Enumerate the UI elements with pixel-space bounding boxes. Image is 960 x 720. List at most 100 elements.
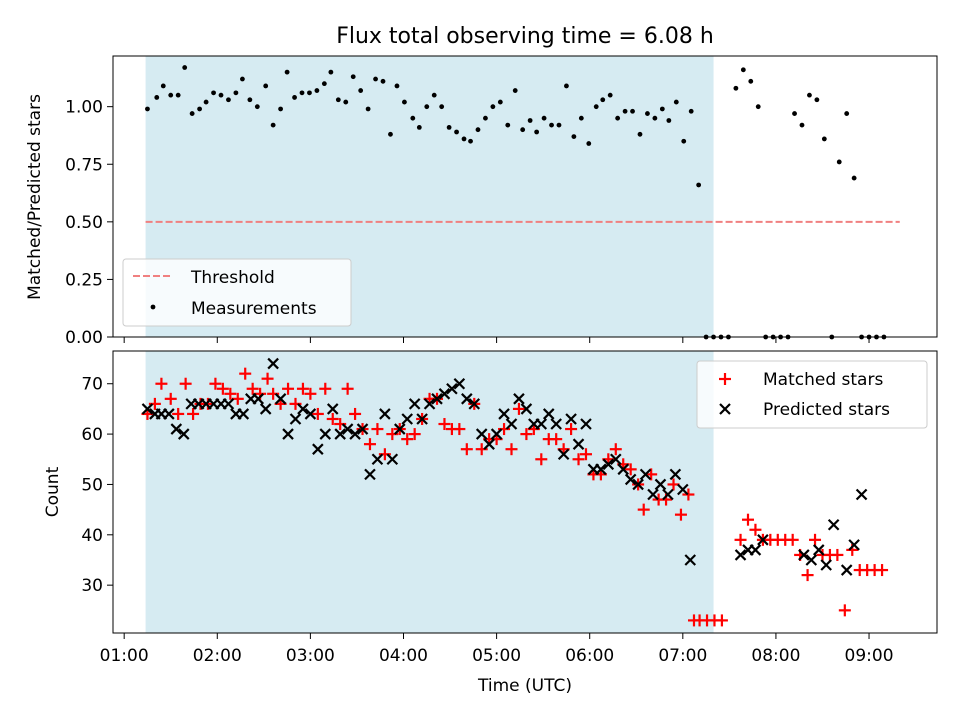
data-point xyxy=(289,397,302,410)
data-point xyxy=(483,438,495,450)
y-tick-label: 30 xyxy=(81,576,103,596)
data-point xyxy=(542,408,555,420)
data-point xyxy=(609,443,622,456)
data-point xyxy=(565,413,577,425)
data-point xyxy=(431,393,443,405)
data-point xyxy=(669,468,682,481)
data-point xyxy=(630,108,635,114)
data-point xyxy=(454,129,459,135)
data-point xyxy=(154,95,160,100)
data-point xyxy=(550,433,563,446)
data-point xyxy=(513,393,525,405)
data-point xyxy=(564,83,569,89)
data-point xyxy=(565,423,578,436)
data-point xyxy=(252,393,265,405)
data-point xyxy=(734,533,747,546)
data-point xyxy=(637,503,650,516)
data-point xyxy=(168,92,174,98)
x-tick-label: 05:00 xyxy=(472,646,521,666)
x-tick-label: 03:00 xyxy=(286,646,335,666)
data-point xyxy=(304,387,317,400)
data-point xyxy=(438,388,451,400)
data-point xyxy=(688,108,694,114)
data-point xyxy=(201,397,214,410)
data-point xyxy=(505,122,511,128)
data-point xyxy=(170,423,183,435)
data-point xyxy=(349,428,361,440)
data-point xyxy=(505,418,518,430)
data-point xyxy=(299,90,305,96)
data-point xyxy=(667,478,680,491)
data-point xyxy=(534,129,540,135)
data-point xyxy=(654,478,667,491)
data-point xyxy=(632,478,644,491)
data-point xyxy=(401,433,414,446)
data-point xyxy=(662,488,674,501)
data-point xyxy=(801,569,814,582)
data-point xyxy=(734,549,747,561)
data-point xyxy=(681,138,687,144)
data-point xyxy=(261,372,274,385)
y-tick-label: 0.25 xyxy=(65,270,103,290)
data-point xyxy=(461,393,473,405)
data-point xyxy=(475,127,481,133)
data-point xyxy=(172,407,185,420)
ratio-legend-box xyxy=(122,258,352,327)
data-point xyxy=(490,428,503,440)
data-point xyxy=(460,443,473,456)
data-point xyxy=(696,182,702,188)
data-point xyxy=(239,367,252,380)
data-point xyxy=(571,134,577,140)
data-point xyxy=(439,104,445,110)
data-point xyxy=(652,115,658,121)
data-point xyxy=(836,159,842,165)
data-point xyxy=(343,99,349,105)
data-point xyxy=(461,136,467,142)
ratio-panel: 0.00 0.25 0.50 0.75 1.00 Matched/Predicted s… xyxy=(25,55,938,348)
figure-title: Flux total observing time = 6.08 h xyxy=(336,24,714,49)
data-point xyxy=(520,127,526,133)
data-point xyxy=(831,548,844,561)
data-point xyxy=(296,382,309,395)
x-tick-label: 07:00 xyxy=(658,646,707,666)
data-point xyxy=(364,468,376,481)
data-point xyxy=(145,106,150,112)
data-point xyxy=(187,407,200,420)
data-point xyxy=(334,418,347,431)
data-point xyxy=(267,357,279,370)
data-point xyxy=(637,131,643,137)
data-point xyxy=(222,398,235,410)
data-point xyxy=(749,523,762,536)
data-point xyxy=(163,408,175,420)
data-point xyxy=(453,423,466,436)
data-point xyxy=(408,398,421,410)
data-point xyxy=(645,111,650,116)
data-point xyxy=(203,99,209,105)
data-point xyxy=(580,418,592,430)
data-point xyxy=(814,97,820,103)
data-point xyxy=(757,534,769,546)
data-point xyxy=(388,131,393,137)
data-point xyxy=(373,76,378,82)
data-point xyxy=(468,138,473,144)
data-point xyxy=(715,614,728,627)
data-point xyxy=(307,90,312,96)
x-tick-label: 09:00 xyxy=(845,646,894,666)
data-point xyxy=(475,428,488,440)
data-point xyxy=(335,97,341,103)
legend-predicted-label: Predicted stars xyxy=(763,400,890,420)
data-point xyxy=(535,453,548,466)
data-point xyxy=(805,554,818,566)
ratio-legend: Threshold Measurements xyxy=(122,258,352,327)
x-tick-label: 06:00 xyxy=(565,646,614,666)
data-point xyxy=(610,453,622,466)
data-point xyxy=(423,398,436,410)
data-point xyxy=(820,559,832,571)
legend-measurements-label: Measurements xyxy=(191,299,317,319)
data-point xyxy=(267,387,280,400)
data-point xyxy=(282,382,295,395)
data-point xyxy=(224,387,237,400)
data-point xyxy=(550,418,562,430)
data-point xyxy=(394,83,400,89)
data-point xyxy=(311,407,324,420)
